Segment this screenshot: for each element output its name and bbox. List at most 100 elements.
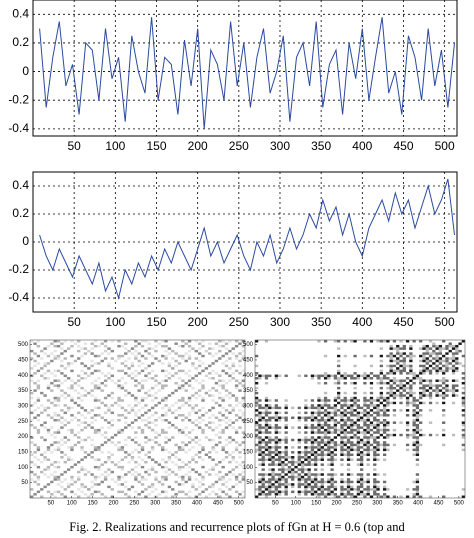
recurrence-cell — [291, 446, 295, 449]
recurrence-cell — [218, 460, 222, 464]
recurrence-cell — [221, 446, 225, 449]
recurrence-cell — [224, 416, 229, 419]
recurrence-cell — [77, 436, 81, 439]
recurrence-cell — [419, 386, 423, 390]
recurrence-cell — [234, 446, 239, 449]
recurrence-cell — [323, 448, 328, 452]
recurrence-cell — [164, 396, 168, 400]
recurrence-cell — [360, 483, 364, 486]
recurrence-cell — [224, 347, 229, 350]
recurrence-cell — [340, 431, 344, 434]
recurrence-cell — [340, 426, 344, 429]
recurrence-cell — [435, 364, 439, 368]
recurrence-cell — [117, 465, 121, 469]
recurrence-cell — [201, 340, 205, 343]
caption: Fig. 2. Realizations and recurrence plot… — [69, 520, 405, 534]
recurrence-cell — [100, 451, 104, 454]
recurrence-cell — [30, 453, 34, 457]
recurrence-cell — [124, 372, 128, 375]
recurrence-cell — [93, 406, 98, 410]
recurrence-cell — [241, 478, 245, 481]
recurrence-cell — [353, 488, 357, 491]
recurrence-cell — [376, 404, 380, 407]
recurrence-cell — [77, 404, 81, 407]
recurrence-cell — [103, 379, 108, 382]
recurrence-cell — [297, 406, 301, 410]
recurrence-cell — [117, 386, 121, 390]
recurrence-cell — [87, 436, 91, 439]
recurrence-cell — [300, 470, 305, 474]
recurrence-cell — [369, 409, 374, 412]
recurrence-cell — [70, 386, 74, 390]
recurrence-cell — [174, 342, 178, 345]
recurrence-cell — [201, 362, 205, 365]
recurrence-cell — [389, 433, 393, 437]
recurrence-cell — [346, 431, 351, 434]
recurrence-cell — [435, 352, 439, 355]
recurrence-cell — [327, 416, 331, 419]
recurrence-cell — [323, 480, 328, 484]
recurrence-cell — [274, 374, 278, 378]
y-tick-label: -0.2 — [8, 262, 29, 276]
recurrence-cell — [208, 377, 212, 380]
recurrence-cell — [184, 359, 188, 363]
recurrence-cell — [419, 443, 423, 447]
recurrence-cell — [127, 357, 131, 360]
recurrence-cell — [310, 490, 315, 494]
recurrence-cell — [304, 448, 308, 452]
recurrence-cell — [181, 354, 185, 358]
recurrence-cell — [304, 441, 308, 444]
recurrence-cell — [445, 344, 449, 348]
recurrence-cell — [50, 401, 54, 405]
recurrence-cell — [187, 354, 192, 358]
recurrence-cell — [425, 367, 429, 370]
recurrence-cell — [291, 468, 295, 471]
recurrence-cell — [174, 426, 178, 429]
recurrence-cell — [110, 379, 114, 382]
recurrence-cell — [389, 401, 393, 405]
recurrence-cell — [428, 347, 433, 350]
recurrence-cell — [214, 451, 219, 454]
recurrence-cell — [197, 381, 202, 385]
recurrence-cell — [363, 414, 367, 417]
recurrence-cell — [363, 453, 367, 457]
recurrence-cell — [304, 411, 308, 415]
recurrence-cell — [181, 384, 185, 387]
recurrence-cell — [363, 374, 367, 378]
recurrence-cell — [56, 446, 61, 449]
recurrence-cell — [428, 340, 433, 343]
recurrence-cell — [360, 480, 364, 484]
recurrence-cell — [191, 456, 195, 459]
recurrence-cell — [304, 453, 308, 457]
recurrence-cell — [327, 406, 331, 410]
recurrence-cell — [337, 379, 341, 382]
recurrence-cell — [340, 463, 344, 466]
recurrence-cell — [337, 381, 341, 385]
recurrence-cell — [204, 470, 209, 474]
recurrence-cell — [150, 362, 155, 365]
recurrence-cell — [405, 391, 410, 395]
recurrence-cell — [194, 478, 198, 481]
recurrence-cell — [150, 448, 155, 452]
recurrence-cell — [317, 414, 321, 417]
recurrence-cell — [386, 421, 390, 424]
recurrence-cell — [297, 468, 301, 471]
recurrence-cell — [120, 399, 125, 402]
recurrence-cell — [140, 344, 145, 348]
recurrence-cell — [271, 483, 275, 486]
recurrence-cell — [343, 436, 347, 439]
recurrence-cell — [120, 490, 125, 494]
recurrence-cell — [255, 340, 259, 343]
recurrence-cell — [412, 493, 416, 496]
recurrence-cell — [320, 468, 324, 471]
recurrence-cell — [50, 426, 54, 429]
recurrence-cell — [402, 379, 406, 382]
recurrence-cell — [337, 433, 341, 437]
x-tick-label: 350 — [311, 139, 331, 153]
recurrence-cell — [30, 423, 34, 427]
recurrence-cell — [63, 470, 67, 474]
recurrence-cell — [287, 468, 292, 471]
recurrence-cell — [412, 488, 416, 491]
recurrence-cell — [405, 404, 410, 407]
recurrence-cell — [277, 473, 282, 476]
